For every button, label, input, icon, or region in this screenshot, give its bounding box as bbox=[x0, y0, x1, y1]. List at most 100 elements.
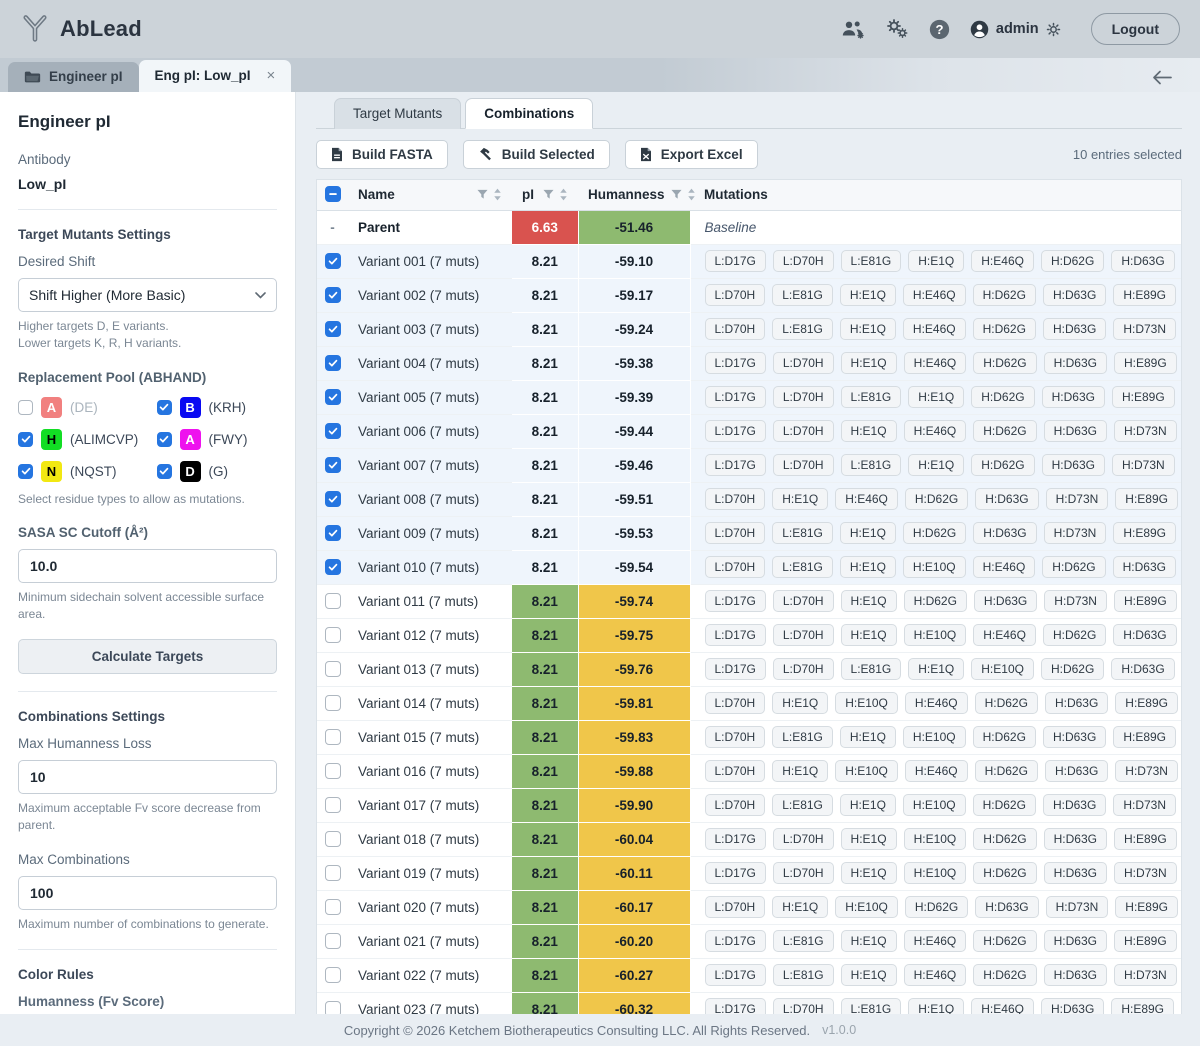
window-tab-eng-pi-low-pi[interactable]: Eng pI: Low_pI × bbox=[139, 60, 292, 92]
mutation-chip: H:D63G bbox=[1045, 760, 1108, 782]
row-checkbox[interactable] bbox=[325, 967, 341, 983]
user-settings-gear-icon[interactable] bbox=[1046, 22, 1061, 37]
mutation-chip: H:E46Q bbox=[903, 284, 966, 306]
mutation-chip: H:E89G bbox=[1115, 692, 1178, 714]
sasa-input[interactable] bbox=[18, 549, 277, 583]
mutation-chip: H:D63G bbox=[1044, 930, 1107, 952]
pi-value: 8.21 bbox=[512, 312, 578, 346]
export-excel-button[interactable]: Export Excel bbox=[625, 140, 758, 169]
pool-checkbox[interactable] bbox=[157, 464, 172, 479]
column-header-humanness[interactable]: Humanness bbox=[578, 180, 690, 210]
filter-icon[interactable] bbox=[543, 189, 554, 200]
mutation-chip: L:E81G bbox=[841, 454, 902, 476]
table-row: Variant 011 (7 muts)8.21-59.74L:D17GL:D7… bbox=[317, 584, 1181, 618]
close-tab-icon[interactable]: × bbox=[267, 67, 276, 84]
row-checkbox[interactable] bbox=[325, 253, 341, 269]
mutation-chip: H:E89G bbox=[1115, 896, 1178, 918]
pool-checkbox[interactable] bbox=[157, 400, 172, 415]
desired-shift-select[interactable]: Shift Higher (More Basic) bbox=[18, 278, 277, 312]
sort-icon[interactable] bbox=[559, 188, 568, 201]
pool-item-de[interactable]: A(DE) bbox=[18, 397, 157, 418]
row-checkbox[interactable] bbox=[325, 729, 341, 745]
humanness-value: -60.20 bbox=[578, 924, 690, 958]
pool-checkbox[interactable] bbox=[157, 432, 172, 447]
row-checkbox[interactable] bbox=[325, 457, 341, 473]
mutation-chip: L:D17G bbox=[705, 386, 766, 408]
mutation-chip: L:E81G bbox=[772, 318, 833, 340]
settings-gears-icon[interactable] bbox=[885, 19, 909, 39]
pool-checkbox[interactable] bbox=[18, 464, 33, 479]
pool-item-nqst[interactable]: N(NQST) bbox=[18, 461, 157, 482]
help-icon[interactable]: ? bbox=[929, 19, 950, 40]
back-arrow-icon[interactable] bbox=[1152, 70, 1172, 85]
tab-combinations[interactable]: Combinations bbox=[465, 98, 593, 129]
mutation-chip: H:D73N bbox=[1044, 522, 1107, 544]
users-admin-icon[interactable] bbox=[841, 19, 865, 39]
row-checkbox[interactable] bbox=[325, 933, 341, 949]
pool-item-fwy[interactable]: A(FWY) bbox=[157, 429, 277, 450]
pi-value: 8.21 bbox=[512, 618, 578, 652]
table-row: Variant 016 (7 muts)8.21-59.88L:D70HH:E1… bbox=[317, 754, 1181, 788]
row-checkbox[interactable] bbox=[325, 287, 341, 303]
mutation-chip: H:D73N bbox=[1113, 794, 1176, 816]
column-header-pi[interactable]: pI bbox=[512, 180, 578, 210]
pool-item-alimcvp[interactable]: H(ALIMCVP) bbox=[18, 429, 157, 450]
pool-item-krh[interactable]: B(KRH) bbox=[157, 397, 277, 418]
row-checkbox[interactable] bbox=[325, 661, 341, 677]
row-checkbox[interactable] bbox=[325, 763, 341, 779]
row-checkbox[interactable] bbox=[325, 831, 341, 847]
build-selected-button[interactable]: Build Selected bbox=[463, 140, 610, 169]
select-all-header[interactable] bbox=[317, 180, 348, 210]
row-checkbox[interactable] bbox=[325, 321, 341, 337]
mutation-chip: L:D70H bbox=[705, 760, 766, 782]
row-checkbox[interactable] bbox=[325, 355, 341, 371]
max-combinations-input[interactable] bbox=[18, 876, 277, 910]
row-checkbox[interactable] bbox=[325, 627, 341, 643]
table-row: Variant 015 (7 muts)8.21-59.83L:D70HL:E8… bbox=[317, 720, 1181, 754]
mutation-chip: H:E46Q bbox=[904, 930, 967, 952]
pool-item-g[interactable]: D(G) bbox=[157, 461, 277, 482]
column-header-name[interactable]: Name bbox=[348, 180, 512, 210]
row-checkbox[interactable] bbox=[325, 695, 341, 711]
pi-value: 8.21 bbox=[512, 754, 578, 788]
user-menu[interactable]: admin bbox=[970, 20, 1061, 39]
variant-name: Variant 007 (7 muts) bbox=[348, 448, 512, 482]
row-checkbox[interactable] bbox=[325, 389, 341, 405]
row-checkbox[interactable] bbox=[325, 559, 341, 575]
sort-icon[interactable] bbox=[493, 188, 502, 201]
mutation-chip: L:E81G bbox=[773, 930, 834, 952]
build-fasta-button[interactable]: Build FASTA bbox=[316, 140, 448, 169]
row-checkbox[interactable] bbox=[325, 491, 341, 507]
calculate-targets-button[interactable]: Calculate Targets bbox=[18, 639, 277, 674]
mutation-chip: H:D63G bbox=[973, 522, 1036, 544]
table-row: Variant 013 (7 muts)8.21-59.76L:D17GL:D7… bbox=[317, 652, 1181, 686]
row-select-cell bbox=[317, 550, 348, 584]
select-all-checkbox[interactable] bbox=[325, 186, 341, 202]
row-checkbox[interactable] bbox=[325, 525, 341, 541]
mutation-chip: H:D73N bbox=[1114, 862, 1177, 884]
logout-button[interactable]: Logout bbox=[1091, 13, 1180, 45]
pool-checkbox[interactable] bbox=[18, 432, 33, 447]
mutation-chip: H:E10Q bbox=[903, 794, 966, 816]
tab-target-mutants[interactable]: Target Mutants bbox=[334, 98, 461, 129]
mutation-chip: H:E10Q bbox=[904, 624, 967, 646]
row-checkbox[interactable] bbox=[325, 593, 341, 609]
row-checkbox[interactable] bbox=[325, 423, 341, 439]
mutation-chip: H:E1Q bbox=[772, 488, 828, 510]
mutation-chip: H:E1Q bbox=[908, 454, 964, 476]
app-footer: Copyright © 2026 Ketchem Biotherapeutics… bbox=[0, 1014, 1200, 1046]
sort-icon[interactable] bbox=[687, 188, 696, 201]
row-checkbox[interactable] bbox=[325, 797, 341, 813]
row-checkbox[interactable] bbox=[325, 899, 341, 915]
column-header-mutations: Mutations bbox=[690, 180, 1181, 210]
mutation-chip: H:E1Q bbox=[841, 828, 897, 850]
pool-checkbox[interactable] bbox=[18, 400, 33, 415]
mutation-chip: H:D63G bbox=[1044, 420, 1107, 442]
color-rules-title: Color Rules bbox=[18, 967, 277, 982]
filter-icon[interactable] bbox=[477, 189, 488, 200]
max-humanness-input[interactable] bbox=[18, 760, 277, 794]
filter-icon[interactable] bbox=[671, 189, 682, 200]
row-checkbox[interactable] bbox=[325, 865, 341, 881]
window-tab-engineer-pi[interactable]: Engineer pI bbox=[8, 62, 139, 92]
mutation-chip: H:E10Q bbox=[835, 692, 898, 714]
